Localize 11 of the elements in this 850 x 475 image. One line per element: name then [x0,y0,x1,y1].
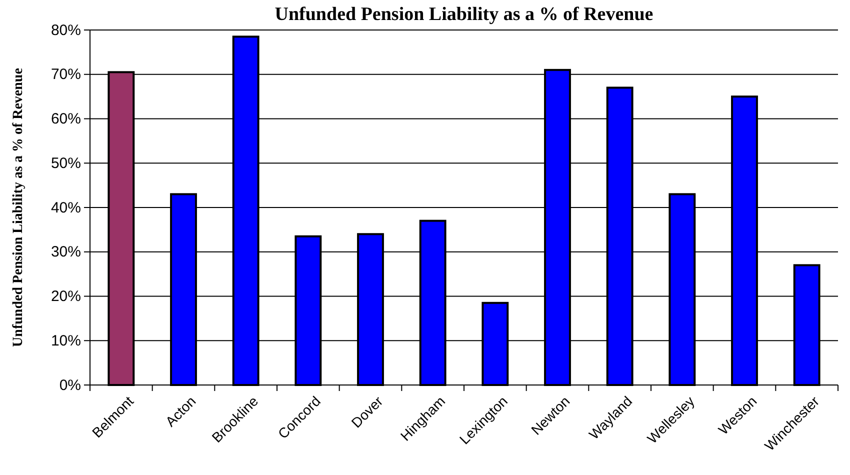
y-tick-label: 30% [50,244,81,261]
y-tick-label: 0% [59,376,81,394]
chart-title: Unfunded Pension Liability as a % of Revenue [274,4,654,25]
y-tick-label: 40% [50,199,81,216]
y-tick-label: 10% [50,332,81,350]
y-tick-label: 20% [50,288,81,306]
y-tick-label: 60% [50,110,81,128]
y-axis-title: Unfunded Pension Liability as a % of Revenue [11,68,26,347]
y-tick-label: 80% [50,22,81,39]
y-tick-label: 50% [50,154,81,172]
y-tick-label: 70% [50,66,81,84]
